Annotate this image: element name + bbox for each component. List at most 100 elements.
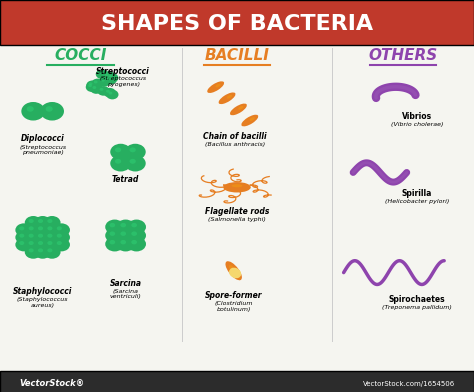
Circle shape xyxy=(106,90,110,93)
Circle shape xyxy=(100,88,103,91)
Circle shape xyxy=(131,231,137,236)
Circle shape xyxy=(25,245,42,259)
Circle shape xyxy=(127,237,146,251)
Circle shape xyxy=(115,147,121,152)
Circle shape xyxy=(116,237,135,251)
Circle shape xyxy=(34,223,51,237)
Text: (Staphylococcus
aureus): (Staphylococcus aureus) xyxy=(17,298,68,308)
Circle shape xyxy=(91,79,104,88)
Text: BACILLI: BACILLI xyxy=(205,48,269,63)
Circle shape xyxy=(109,223,115,227)
Circle shape xyxy=(120,240,126,244)
Circle shape xyxy=(15,238,32,251)
Circle shape xyxy=(106,90,118,100)
Circle shape xyxy=(107,77,111,80)
Circle shape xyxy=(28,226,34,230)
Circle shape xyxy=(129,147,136,152)
Ellipse shape xyxy=(227,95,232,98)
Circle shape xyxy=(88,84,92,87)
Text: (Bacillus anthracis): (Bacillus anthracis) xyxy=(204,142,265,147)
Circle shape xyxy=(105,228,124,243)
Text: (Streptococcus
pneumoniae): (Streptococcus pneumoniae) xyxy=(19,145,66,156)
Text: (Helicobacter pylori): (Helicobacter pylori) xyxy=(385,199,449,204)
Circle shape xyxy=(57,226,62,230)
Circle shape xyxy=(34,216,51,229)
Circle shape xyxy=(53,223,70,237)
Ellipse shape xyxy=(215,84,221,87)
Text: Vibrios: Vibrios xyxy=(402,112,432,121)
Circle shape xyxy=(109,231,115,236)
Ellipse shape xyxy=(230,103,247,115)
Circle shape xyxy=(98,71,102,74)
Ellipse shape xyxy=(229,265,234,271)
Circle shape xyxy=(129,159,136,164)
Circle shape xyxy=(38,249,43,252)
Circle shape xyxy=(94,80,98,83)
Circle shape xyxy=(15,230,32,244)
Text: VectorStock.com/1654506: VectorStock.com/1654506 xyxy=(363,381,455,387)
Circle shape xyxy=(44,245,61,259)
Text: Spirochaetes: Spirochaetes xyxy=(389,295,446,304)
Circle shape xyxy=(28,241,34,245)
Text: Streptococci: Streptococci xyxy=(96,67,150,76)
Text: Staphylococci: Staphylococci xyxy=(13,287,73,296)
Circle shape xyxy=(99,77,111,86)
Ellipse shape xyxy=(241,115,258,126)
Circle shape xyxy=(86,82,98,92)
Circle shape xyxy=(125,155,146,171)
Circle shape xyxy=(104,88,116,98)
Circle shape xyxy=(106,73,118,83)
Circle shape xyxy=(34,230,51,244)
Text: VectorStock®: VectorStock® xyxy=(19,379,84,388)
Text: COCCI: COCCI xyxy=(55,48,107,63)
Circle shape xyxy=(97,86,109,96)
Text: Diplococci: Diplococci xyxy=(21,134,64,143)
Circle shape xyxy=(44,230,61,244)
Circle shape xyxy=(109,92,112,94)
Circle shape xyxy=(57,234,62,238)
Circle shape xyxy=(47,241,53,245)
Circle shape xyxy=(115,159,121,164)
Circle shape xyxy=(19,241,24,245)
Circle shape xyxy=(110,144,131,160)
Circle shape xyxy=(47,219,53,223)
Ellipse shape xyxy=(226,261,242,280)
Circle shape xyxy=(19,234,24,238)
Circle shape xyxy=(96,69,108,79)
Circle shape xyxy=(90,84,102,94)
Circle shape xyxy=(116,228,135,243)
Circle shape xyxy=(105,237,124,251)
Circle shape xyxy=(19,226,24,230)
Circle shape xyxy=(127,220,146,234)
Text: (Vibrio cholerae): (Vibrio cholerae) xyxy=(391,122,443,127)
Circle shape xyxy=(44,223,61,237)
Text: (Streptococcus
pyogenes): (Streptococcus pyogenes) xyxy=(100,76,147,87)
Text: (Treponema pallidum): (Treponema pallidum) xyxy=(382,305,452,310)
Ellipse shape xyxy=(219,93,236,104)
Circle shape xyxy=(105,75,117,85)
Circle shape xyxy=(109,75,112,78)
FancyBboxPatch shape xyxy=(0,371,474,392)
Circle shape xyxy=(40,102,64,120)
Circle shape xyxy=(38,234,43,238)
Text: (Clostridium
botulinum): (Clostridium botulinum) xyxy=(214,301,253,312)
Text: Spore-former: Spore-former xyxy=(205,291,263,300)
Circle shape xyxy=(120,231,126,236)
Circle shape xyxy=(21,102,45,120)
Ellipse shape xyxy=(229,268,241,278)
Circle shape xyxy=(89,82,92,85)
Circle shape xyxy=(25,230,42,244)
Circle shape xyxy=(47,226,53,230)
Text: Spirilla: Spirilla xyxy=(402,189,432,198)
Circle shape xyxy=(101,79,105,82)
Circle shape xyxy=(25,223,42,237)
Circle shape xyxy=(57,241,62,245)
Text: Flagellate rods: Flagellate rods xyxy=(205,207,269,216)
Circle shape xyxy=(38,241,43,245)
Circle shape xyxy=(44,238,61,251)
FancyBboxPatch shape xyxy=(0,0,474,45)
Text: SHAPES OF BACTERIA: SHAPES OF BACTERIA xyxy=(101,14,373,34)
Circle shape xyxy=(38,226,43,230)
Circle shape xyxy=(28,219,34,223)
Circle shape xyxy=(47,234,53,238)
